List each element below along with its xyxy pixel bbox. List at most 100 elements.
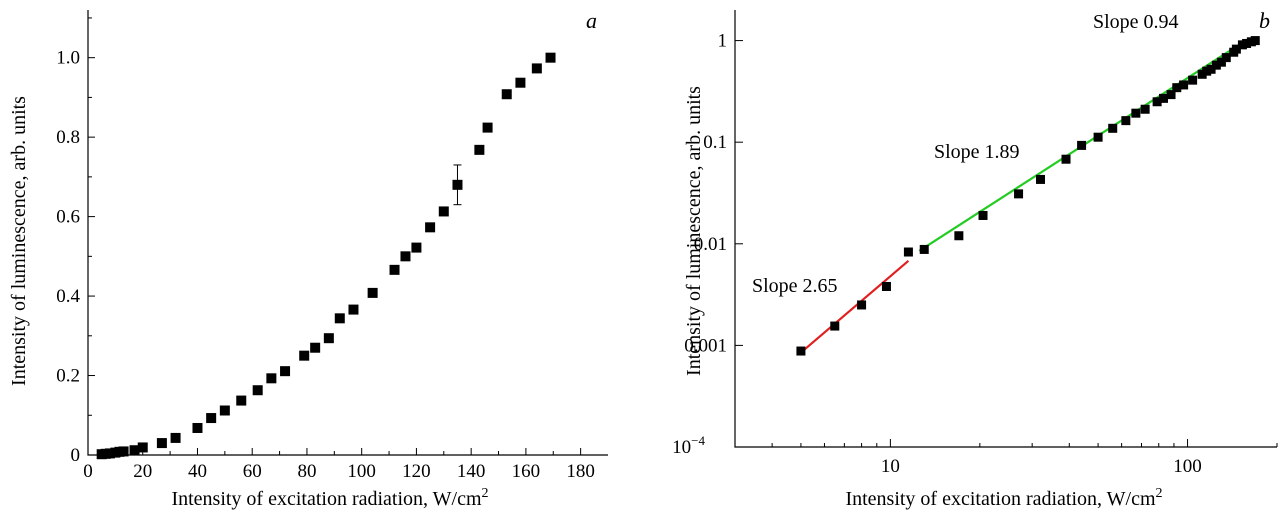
- panel-a-x-ticks: 0 20 40 60 80 100 120 140 160 180: [83, 448, 595, 482]
- data-point: [531, 63, 542, 74]
- data-point: [104, 448, 115, 459]
- data-point: [1035, 174, 1045, 184]
- panel-b-ylabel: Intensity of luminescence, arb. units: [683, 86, 705, 376]
- panel-a-xlabel: Intensity of excitation radiation, W/cm2: [171, 486, 488, 510]
- data-point: [1140, 104, 1150, 114]
- panel-b-letter: b: [1259, 8, 1270, 33]
- panel-a-points: [96, 52, 556, 460]
- data-point: [156, 438, 167, 449]
- data-point: [1152, 97, 1162, 107]
- data-point: [425, 222, 436, 233]
- data-point: [1231, 44, 1241, 54]
- data-point: [978, 210, 988, 220]
- data-point: [1216, 57, 1226, 67]
- data-point: [280, 366, 291, 377]
- data-point: [334, 313, 345, 324]
- data-point: [515, 77, 526, 88]
- data-point: [348, 304, 359, 315]
- data-point: [1121, 116, 1131, 126]
- data-point: [1221, 53, 1231, 63]
- panel-b-xlabel: Intensity of excitation radiation, W/cm2: [845, 486, 1162, 510]
- annotation-slope-1-89: Slope 1.89: [934, 141, 1020, 163]
- data-point: [1206, 64, 1216, 74]
- data-point: [881, 281, 891, 291]
- x-tick-label: 100: [347, 461, 376, 482]
- x-tick-label: 180: [566, 461, 595, 482]
- data-point: [1188, 75, 1198, 85]
- data-point: [452, 179, 463, 190]
- data-point: [129, 445, 140, 456]
- x-tick-label: 0: [83, 461, 93, 482]
- data-point: [1108, 123, 1118, 133]
- data-point: [919, 244, 929, 254]
- data-point: [118, 446, 129, 457]
- panel-a-axes: [87, 10, 608, 456]
- panel-b-points: [796, 36, 1260, 356]
- data-point: [206, 413, 217, 424]
- x-tick-label: 160: [512, 461, 541, 482]
- data-point: [796, 346, 806, 356]
- data-point: [1093, 132, 1103, 142]
- panel-a: 0 20 40 60 80 100 120 140 160 180 0 0.2 0.4 0.6 0.8 1.…: [8, 8, 608, 510]
- data-point: [323, 333, 334, 344]
- data-point: [367, 287, 378, 298]
- x-tick-label: 10: [881, 456, 900, 477]
- data-point: [252, 385, 263, 396]
- x-tick-label: 100: [1173, 456, 1202, 477]
- data-point: [1014, 189, 1024, 199]
- data-point: [1166, 90, 1176, 100]
- data-point: [1131, 108, 1141, 118]
- y-tick-label: 0.1: [703, 132, 727, 153]
- panel-a-axis-lines: [87, 10, 608, 456]
- data-point: [482, 122, 493, 133]
- data-point: [474, 144, 485, 155]
- x-tick-label: 120: [402, 461, 431, 482]
- data-point: [310, 342, 321, 353]
- fit-line: [800, 259, 910, 354]
- panel-b-axes: [734, 10, 1277, 448]
- panel-b-fit-lines: [800, 37, 1259, 354]
- data-point: [1250, 36, 1260, 46]
- data-point: [1211, 60, 1221, 70]
- data-point: [137, 442, 148, 453]
- data-point: [1172, 83, 1182, 93]
- panel-a-y-ticks: 0 0.2 0.4 0.6 0.8 1.0: [56, 17, 95, 466]
- y-tick-label: 0.2: [56, 366, 80, 387]
- data-point: [219, 405, 230, 416]
- data-point: [501, 89, 512, 100]
- panel-b-x-ticks: 10 100: [734, 439, 1278, 477]
- data-point: [236, 395, 247, 406]
- x-tick-label: 80: [297, 461, 316, 482]
- data-point: [192, 422, 203, 433]
- y-tick-label: 0.01: [694, 234, 727, 255]
- panel-a-letter: a: [586, 8, 597, 33]
- y-tick-label: 1.0: [56, 48, 80, 69]
- data-point: [400, 251, 411, 262]
- data-point: [1179, 80, 1189, 90]
- annotation-slope-2-65: Slope 2.65: [752, 275, 838, 297]
- data-point: [1158, 93, 1168, 103]
- x-tick-label: 20: [133, 461, 152, 482]
- data-point: [830, 321, 840, 331]
- data-point: [903, 247, 913, 257]
- y-tick-label: 0.6: [56, 207, 80, 228]
- data-point: [266, 373, 277, 384]
- data-point: [1061, 154, 1071, 164]
- data-point: [299, 350, 310, 361]
- panel-b-axis-lines: [734, 10, 1277, 448]
- data-point: [411, 242, 422, 253]
- y-tick-label: 0.001: [684, 335, 727, 356]
- panel-a-ylabel: Intensity of luminescence, arb. units: [8, 96, 30, 386]
- x-tick-label: 140: [457, 461, 486, 482]
- y-tick-label: 0.4: [56, 286, 80, 307]
- y-tick-label: 0: [71, 445, 81, 466]
- data-point: [545, 52, 556, 63]
- data-point: [1242, 38, 1252, 48]
- data-point: [1077, 140, 1087, 150]
- data-point: [438, 206, 449, 217]
- data-point: [1197, 69, 1207, 79]
- data-point: [857, 300, 867, 310]
- annotation-slope-0-94: Slope 0.94: [1093, 11, 1179, 33]
- y-tick-label: 10−4: [672, 433, 705, 458]
- y-tick-label: 0.8: [56, 127, 80, 148]
